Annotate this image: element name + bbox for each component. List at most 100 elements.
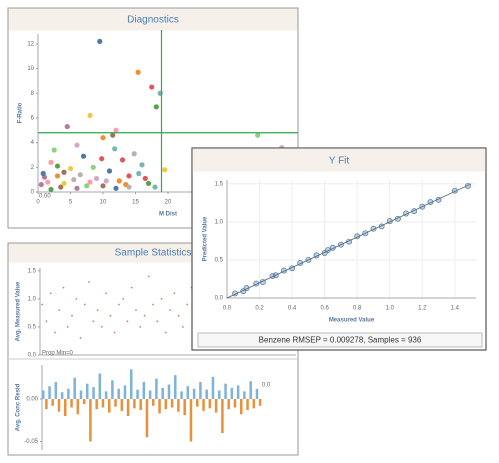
point <box>346 238 353 245</box>
bar <box>92 387 95 399</box>
point <box>169 309 172 311</box>
point <box>54 331 56 334</box>
bar <box>167 384 171 399</box>
point <box>106 168 113 174</box>
point <box>324 247 331 253</box>
bar <box>48 386 51 399</box>
bar <box>224 383 227 399</box>
y-tick-label: 0.5 <box>215 258 224 264</box>
bar <box>186 386 190 399</box>
point <box>362 230 369 237</box>
x-tick-label: 20 <box>165 200 172 206</box>
bar <box>233 399 237 408</box>
y-tick-label: 1.0 <box>28 296 37 302</box>
y-tick-label: 0.0 <box>28 353 37 359</box>
x-axis-label: Measured Value <box>329 318 375 324</box>
point <box>67 165 74 172</box>
bar <box>258 399 262 406</box>
bar <box>136 389 139 399</box>
footer-box <box>197 332 483 348</box>
x-tick-label: 5 <box>69 200 73 206</box>
point <box>177 314 180 317</box>
bar <box>214 399 218 413</box>
bar <box>177 399 180 412</box>
panel-title: Sample Statistics <box>115 248 192 259</box>
x-tick-label: 0.0 <box>223 306 232 312</box>
point <box>419 203 426 210</box>
bar <box>86 383 89 399</box>
point <box>45 320 48 323</box>
point <box>243 285 250 292</box>
point <box>139 326 142 328</box>
point <box>126 184 132 190</box>
bar <box>180 391 183 399</box>
point <box>153 104 159 110</box>
point <box>92 320 95 323</box>
point <box>87 179 93 185</box>
point <box>79 337 82 340</box>
point <box>130 286 133 289</box>
title-bar <box>8 8 298 31</box>
point <box>403 210 409 217</box>
bar <box>252 399 256 409</box>
y-tick-label: 12 <box>27 41 34 47</box>
diagnostics-panel: Diagnostics 0 2 4 6 8 10 12 0 5 10 15 20 F-Ratio M Di… <box>7 7 299 229</box>
bar <box>89 399 92 442</box>
point <box>164 331 167 334</box>
point <box>386 218 393 225</box>
point <box>394 215 401 222</box>
point <box>75 297 78 300</box>
x-tick-label: 0.6 <box>320 306 329 312</box>
bar <box>236 385 240 399</box>
bar <box>73 377 76 399</box>
point <box>110 132 116 138</box>
point <box>51 147 57 153</box>
point <box>143 314 146 317</box>
x-tick-label: 0 <box>36 200 40 206</box>
bar <box>202 399 205 411</box>
bar <box>133 399 136 409</box>
point <box>378 223 385 230</box>
bar <box>255 388 259 399</box>
fit-line <box>226 183 472 299</box>
y-axis-label: Predicted Value <box>203 216 209 261</box>
point <box>160 297 163 300</box>
y-tick-label: 0 <box>31 190 35 196</box>
bar <box>101 399 105 408</box>
y-axis-label: Avg. Conc Resid <box>16 383 22 431</box>
y-tick-label: -0.05 <box>24 439 38 445</box>
point <box>126 320 129 323</box>
point <box>109 314 112 317</box>
point <box>99 156 105 162</box>
point <box>182 326 184 328</box>
bar <box>183 399 186 416</box>
y-tick-label: 0.5 <box>28 325 37 331</box>
point <box>259 279 266 285</box>
point <box>48 186 54 193</box>
point <box>93 175 100 182</box>
bar <box>54 382 58 399</box>
bar <box>170 399 174 408</box>
bar <box>249 381 252 399</box>
y-tick-label: 1.5 <box>215 181 224 187</box>
bar <box>174 375 177 399</box>
bar <box>211 376 215 399</box>
point <box>100 326 103 328</box>
x-tick-label: 1.4 <box>451 306 460 312</box>
bar <box>192 388 196 399</box>
point <box>90 164 96 170</box>
point <box>38 181 44 188</box>
bar <box>155 378 158 399</box>
bar <box>164 399 168 410</box>
point <box>145 180 152 186</box>
x-tick-label: 1.0 <box>386 306 395 312</box>
point <box>88 281 90 283</box>
y-tick-label: 1.0 <box>215 219 224 225</box>
point <box>131 151 137 157</box>
point <box>49 292 52 295</box>
bar <box>60 392 64 399</box>
panel-frame <box>191 147 487 351</box>
bar <box>227 399 230 410</box>
point <box>162 167 168 173</box>
